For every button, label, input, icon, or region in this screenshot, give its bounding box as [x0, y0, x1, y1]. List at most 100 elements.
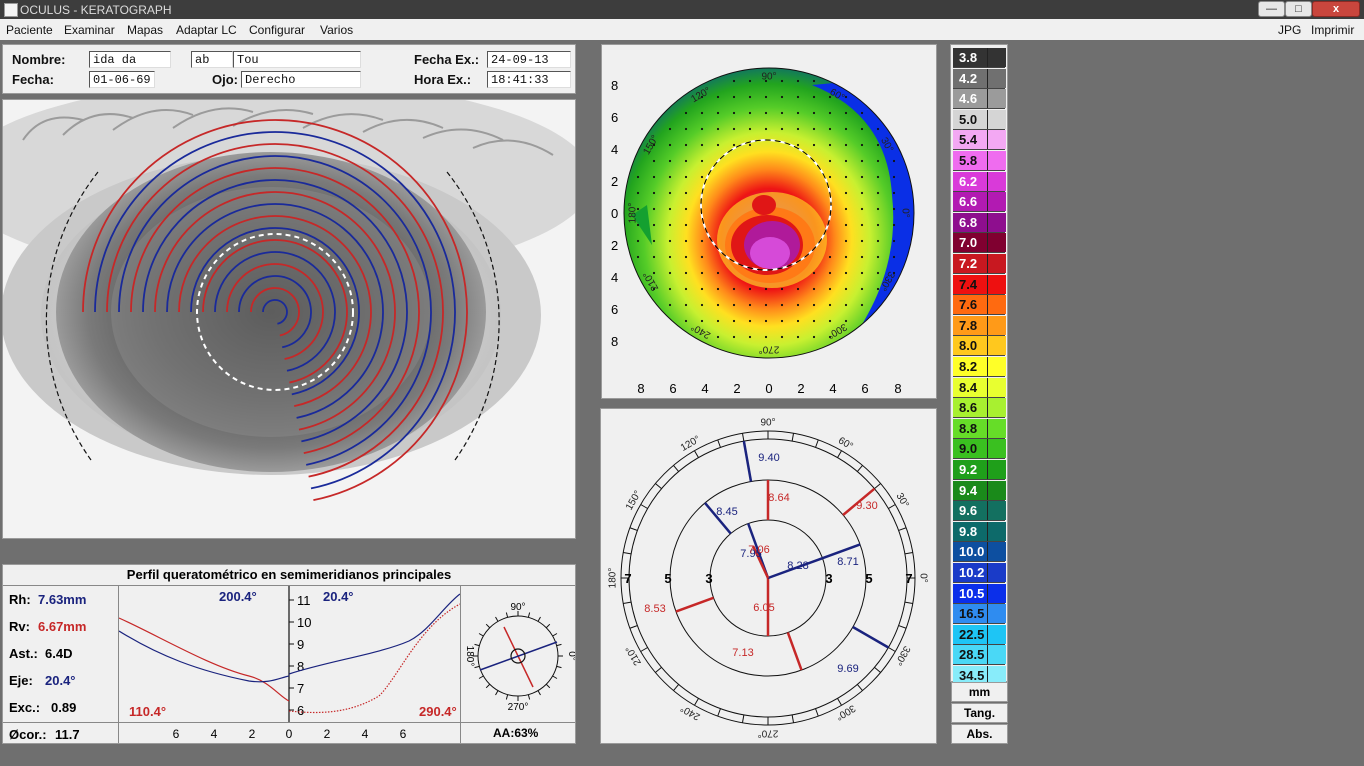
grid-dot: [876, 127, 880, 131]
fecha-field[interactable]: 01-06-69: [89, 71, 155, 88]
grid-dot: [844, 239, 848, 243]
radius-value: 8.28: [787, 560, 808, 572]
radius-map: 90° 60° 30° 0° 330° 300° 270° 240° 210° 180° 150° 1…: [608, 418, 929, 739]
maximize-button[interactable]: □: [1285, 1, 1312, 17]
grid-dot: [876, 207, 880, 211]
scale-item: 6.8: [953, 212, 1006, 233]
scale-item: 4.2: [953, 68, 1006, 89]
menu-mapas[interactable]: Mapas: [127, 23, 164, 37]
profile-y-tick: 9: [297, 637, 304, 652]
grid-dot: [652, 287, 656, 291]
nombre-field[interactable]: ida da: [89, 51, 171, 68]
scale-swatch: [987, 357, 1006, 376]
meridian-ray: [822, 543, 861, 560]
grid-dot: [732, 319, 736, 323]
placido-ring: [166, 203, 384, 419]
grid-dot: [716, 287, 720, 291]
ring-radius-label: 5: [664, 571, 671, 586]
menu-adaptar-lc[interactable]: Adaptar LC: [176, 23, 237, 37]
menu-jpg[interactable]: JPG: [1278, 23, 1302, 37]
window-title: OCULUS - KERATOGRAPH: [20, 3, 172, 17]
grid-dot: [684, 239, 688, 243]
exc-value: 0.89: [51, 700, 77, 715]
compass-top-label: 90°: [510, 602, 525, 613]
grid-dot: [652, 175, 656, 179]
scale-item: 8.2: [953, 357, 1006, 377]
grid-dot: [652, 271, 656, 275]
menu-imprimir[interactable]: Imprimir: [1311, 23, 1355, 37]
radius-map-panel[interactable]: 90° 60° 30° 0° 330° 300° 270° 240° 210° 180° 150° 1…: [600, 408, 937, 744]
scale-swatch: [987, 212, 1006, 232]
meridian-ray: [852, 625, 890, 649]
scale-item: 28.5: [953, 645, 1006, 666]
scale-item: 5.4: [953, 130, 1006, 151]
tang-button[interactable]: Tang.: [951, 703, 1008, 723]
grid-dot: [764, 95, 768, 99]
placido-ring: [130, 167, 420, 455]
cor-value: 11.7: [55, 727, 80, 742]
scale-swatch: [987, 130, 1006, 150]
grid-dot: [876, 271, 880, 275]
meridian-ray: [675, 596, 714, 613]
grid-dot: [668, 303, 672, 307]
scale-item: 9.0: [953, 439, 1006, 460]
scale-item: 4.6: [953, 89, 1006, 110]
grid-dot: [716, 271, 720, 275]
nombre-extra-field[interactable]: ab: [191, 51, 233, 68]
grid-dot: [828, 303, 832, 307]
scale-swatch: [987, 274, 1006, 294]
grid-dot: [700, 303, 704, 307]
scale-item: 6.2: [953, 171, 1006, 192]
grid-dot: [764, 303, 768, 307]
grid-dot: [700, 239, 704, 243]
grid-dot: [844, 95, 848, 99]
grid-dot: [812, 335, 816, 339]
divider: [460, 585, 461, 743]
ojo-field[interactable]: Derecho: [241, 71, 361, 88]
grid-dot: [796, 127, 800, 131]
divider: [3, 585, 575, 586]
grid-dot: [860, 159, 864, 163]
grid-dot: [732, 287, 736, 291]
minimize-button[interactable]: —: [1258, 1, 1285, 17]
abs-button[interactable]: Abs.: [951, 724, 1008, 744]
scale-swatch: [987, 89, 1006, 109]
unit-mm-button[interactable]: mm: [951, 682, 1008, 702]
profile-y-tick: 10: [297, 615, 311, 630]
grid-dot: [860, 207, 864, 211]
radius-angle-label: 240°: [679, 702, 702, 722]
grid-dot: [860, 255, 864, 259]
eye-image-panel[interactable]: [2, 99, 576, 539]
placido-ring: [118, 155, 432, 466]
hora-ex-field[interactable]: 18:41:33: [487, 71, 571, 88]
grid-dot: [812, 143, 816, 147]
x-tick-label: 8: [894, 381, 901, 396]
radius-value: 8.45: [716, 506, 737, 518]
menu-examinar[interactable]: Examinar: [64, 23, 115, 37]
ast-value: 6.4D: [45, 646, 73, 661]
grid-dot: [844, 223, 848, 227]
radius-angle-label: 330°: [892, 644, 912, 667]
grid-dot: [668, 191, 672, 195]
scale-swatch: [987, 109, 1006, 129]
placido-ring: [178, 215, 372, 407]
scale-item: 5.0: [953, 109, 1006, 130]
grid-dot: [876, 287, 880, 291]
grid-dot: [796, 95, 800, 99]
grid-dot: [764, 319, 768, 323]
fecha-ex-field[interactable]: 24-09-13: [487, 51, 571, 68]
grid-dot: [828, 159, 832, 163]
menu-paciente[interactable]: Paciente: [6, 23, 53, 37]
placido-ring: [202, 239, 348, 384]
grid-dot: [716, 127, 720, 131]
axis-290-label: 290.4°: [419, 704, 457, 719]
close-button[interactable]: x: [1312, 1, 1360, 17]
topography-map-panel[interactable]: 90° 60° 30° 0° 330° 300° 270° 240° 210° 180° 150° 1…: [601, 44, 937, 399]
scale-value: 9.4: [959, 482, 978, 498]
grid-dot: [652, 143, 656, 147]
x-tick-label: 8: [637, 381, 644, 396]
menu-varios[interactable]: Varios: [320, 23, 354, 37]
y-tick-label: 4: [611, 270, 618, 285]
apellido-field[interactable]: Tou: [233, 51, 361, 68]
menu-configurar[interactable]: Configurar: [249, 23, 306, 37]
